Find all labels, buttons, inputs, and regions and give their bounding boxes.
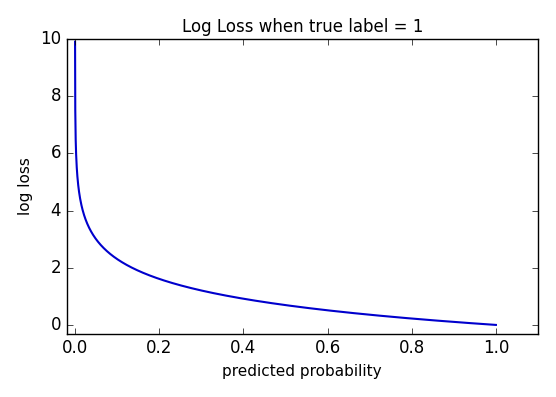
Title: Log Loss when true label = 1: Log Loss when true label = 1	[182, 18, 423, 36]
Y-axis label: log loss: log loss	[18, 157, 33, 215]
X-axis label: predicted probability: predicted probability	[222, 364, 382, 379]
